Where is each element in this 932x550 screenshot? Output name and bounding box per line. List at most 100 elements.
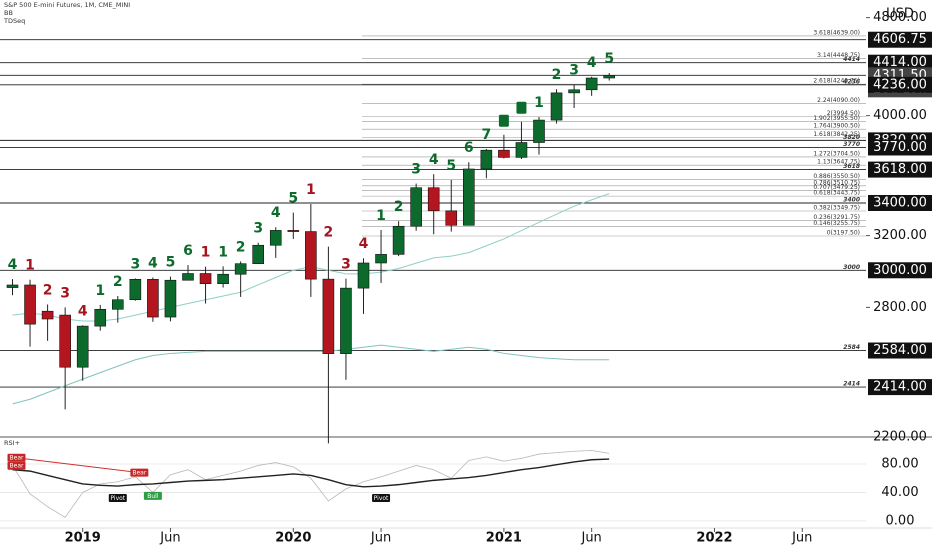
td-count: 1 [376,208,386,224]
rsi-tick-label: 40.00 [881,485,918,500]
td-count: 3 [60,285,70,301]
candle-body [129,279,142,301]
candle-body [585,77,598,91]
y-tick-label: 4000.00 [873,108,927,123]
fib-label: 0(3197.50) [827,230,860,237]
td-count: 4 [8,257,18,273]
td-count: 6 [183,243,193,259]
td-count: 7 [481,127,491,143]
price-tag [868,379,932,396]
price-tag [868,139,932,156]
td-count: 3 [253,221,263,237]
candle-body [357,262,370,289]
chart-title: S&P 500 E-mini Futures, 1M, CME_MINI [4,1,130,9]
x-tick-label: 2022 [696,531,732,546]
candle-body [462,168,475,226]
price-tag-label: 2584.00 [873,343,927,358]
level-note: 4414 [843,56,860,63]
level-note: 4236 [843,78,860,85]
candle-body [340,287,352,354]
candle-body [322,278,335,354]
x-tick-label: Jun [791,531,812,546]
td-count: 1 [95,283,105,299]
signal-tag [130,468,149,477]
candle-body [76,325,89,368]
fib-label: 0.886(3550.50) [813,173,860,180]
td-count: 2 [394,199,404,215]
td-count: 4 [429,152,439,168]
signal-label: Bear [10,463,24,470]
td-count: 2 [552,67,562,83]
fib-label: 3.14(4448.75) [817,52,860,59]
fib-label: 1.272(3704.50) [813,150,860,157]
signal-tag [372,494,391,503]
x-tick-label: Jun [580,531,601,546]
fib-label: 1.764(3900.50) [813,123,860,130]
fib-label: 0.236(3291.75) [813,214,860,221]
signal-label: Pivot [374,495,389,502]
candle-body [287,230,300,232]
candle-body [392,225,405,255]
fib-label: 0.786(3510.75) [813,179,860,186]
y-tick-label: 2200.00 [873,430,927,445]
rsi-tick-label: 0.00 [886,513,915,528]
price-tag-label: 3400.00 [873,195,927,210]
price-tag [868,262,932,279]
signal-tag [143,491,162,500]
td-count: 1 [306,182,316,198]
level-note: 3618 [843,163,860,170]
candle-body [199,273,212,285]
td-count: 1 [534,95,544,111]
td-count: 4 [78,303,88,319]
candle-body [375,254,387,264]
td-count: 5 [604,51,614,67]
candle-body [550,92,563,121]
candle-body [112,299,124,310]
price-tag [868,342,932,359]
bb-line [12,344,610,405]
x-tick-label: Jun [370,531,391,546]
fib-label: 1.902(3955.50) [813,115,860,122]
fib-label: 0.618(3443.75) [813,190,860,197]
td-count: 4 [587,55,597,71]
level-note: 3400 [843,196,860,203]
level-note: 3000 [843,264,860,271]
td-setup-marker [498,114,509,127]
td-count: 5 [446,158,456,174]
price-tag-label: 4606.75 [873,32,927,47]
candle-body [533,119,545,143]
td-count: 3 [341,257,351,273]
price-tag-label: 4414.00 [873,55,927,70]
td-count: 2 [324,225,334,241]
td-count: 6 [464,140,474,156]
td-count: 2 [113,274,123,290]
td-count: 1 [218,244,228,260]
fib-label: 2.618(4240.75) [813,78,860,85]
candle-body [515,142,528,158]
candle-body [568,89,580,94]
price-tag-label: 3770.00 [873,140,927,155]
td-count: 4 [271,205,281,221]
fib-label: 0.707(3479.25) [813,184,860,191]
td-count: 4 [359,236,369,252]
price-tag [868,31,932,48]
price-tag [868,194,932,211]
td-count: 2 [43,282,53,298]
candle-body [59,314,71,368]
candle-body [427,187,440,212]
td-count: 4 [148,255,158,271]
signal-label: Pivot [110,495,125,502]
candle-body [269,230,282,246]
y-tick-label: 2800.00 [873,300,927,315]
rsi-title: RSI+ [4,439,20,447]
y-tick-label: 4800.00 [873,10,927,25]
fib-label: 0.382(3349.75) [813,204,860,211]
td-count: 3 [411,162,421,178]
x-tick-label: Jun [159,531,180,546]
divergence-line [16,457,140,474]
fib-label: 3.618(4639.00) [813,29,860,36]
candle-body [164,279,177,318]
fib-label: 1.13(3647.75) [817,159,860,166]
candle-body [217,273,229,285]
